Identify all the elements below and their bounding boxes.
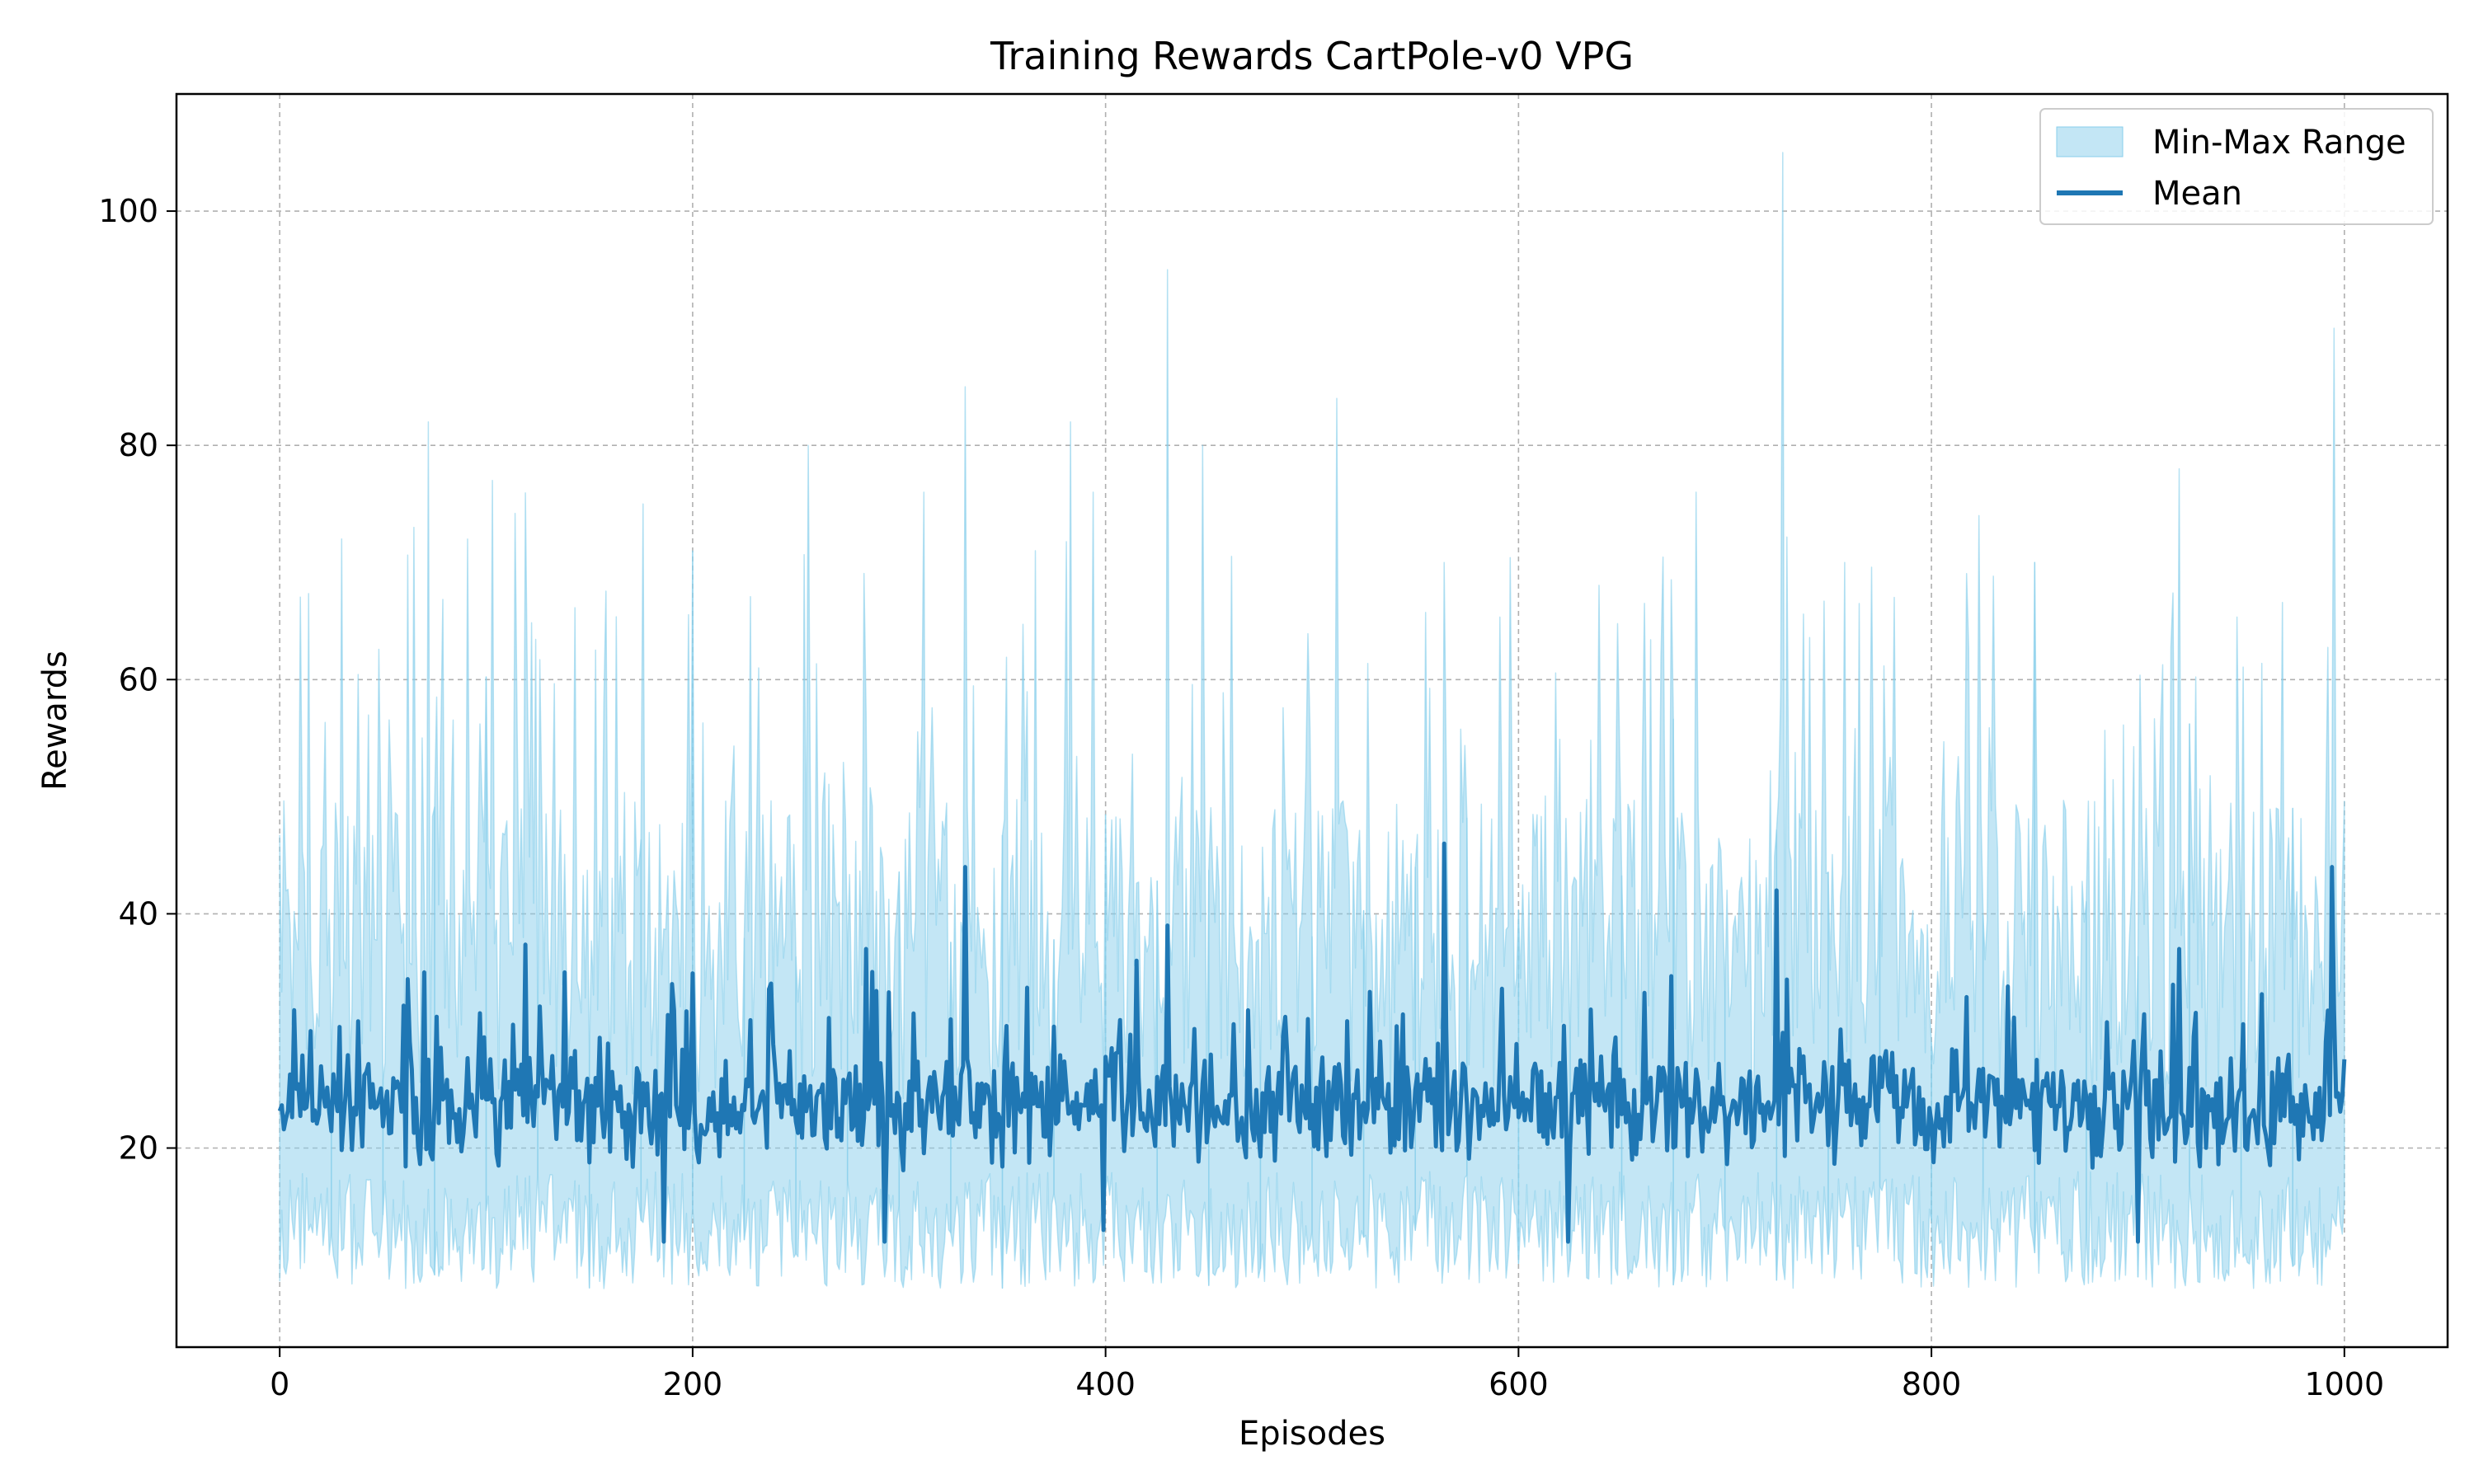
x-tick-label: 200 bbox=[663, 1366, 723, 1402]
legend-label-min-max: Min-Max Range bbox=[2152, 124, 2406, 162]
legend-box bbox=[2039, 108, 2434, 225]
y-tick-label: 40 bbox=[119, 895, 158, 932]
chart-title: Training Rewards CartPole-v0 VPG bbox=[990, 34, 1634, 78]
legend-label-mean: Mean bbox=[2152, 175, 2242, 213]
x-tick-label: 1000 bbox=[2304, 1366, 2384, 1402]
x-axis-label: Episodes bbox=[1239, 1415, 1385, 1453]
x-tick-label: 800 bbox=[1902, 1366, 1962, 1402]
y-axis-label: Rewards bbox=[36, 650, 74, 791]
x-tick-label: 400 bbox=[1075, 1366, 1136, 1402]
x-tick-label: 0 bbox=[270, 1366, 289, 1402]
plot-frame bbox=[175, 92, 2449, 1349]
y-tick-label: 60 bbox=[119, 661, 158, 697]
x-tick-label: 600 bbox=[1489, 1366, 1549, 1402]
y-tick-label: 80 bbox=[119, 427, 158, 463]
y-tick-label: 100 bbox=[98, 193, 158, 229]
mean-line bbox=[277, 841, 2347, 1244]
mean-line-group bbox=[277, 841, 2347, 1244]
legend: Min-Max Range Mean bbox=[2039, 108, 2434, 225]
y-tick-label: 20 bbox=[119, 1130, 158, 1167]
axis-ticks: 0 200 400 600 800 1000 20 40 60 80 100 bbox=[98, 193, 2384, 1402]
legend-swatch-min-max bbox=[2056, 126, 2124, 157]
